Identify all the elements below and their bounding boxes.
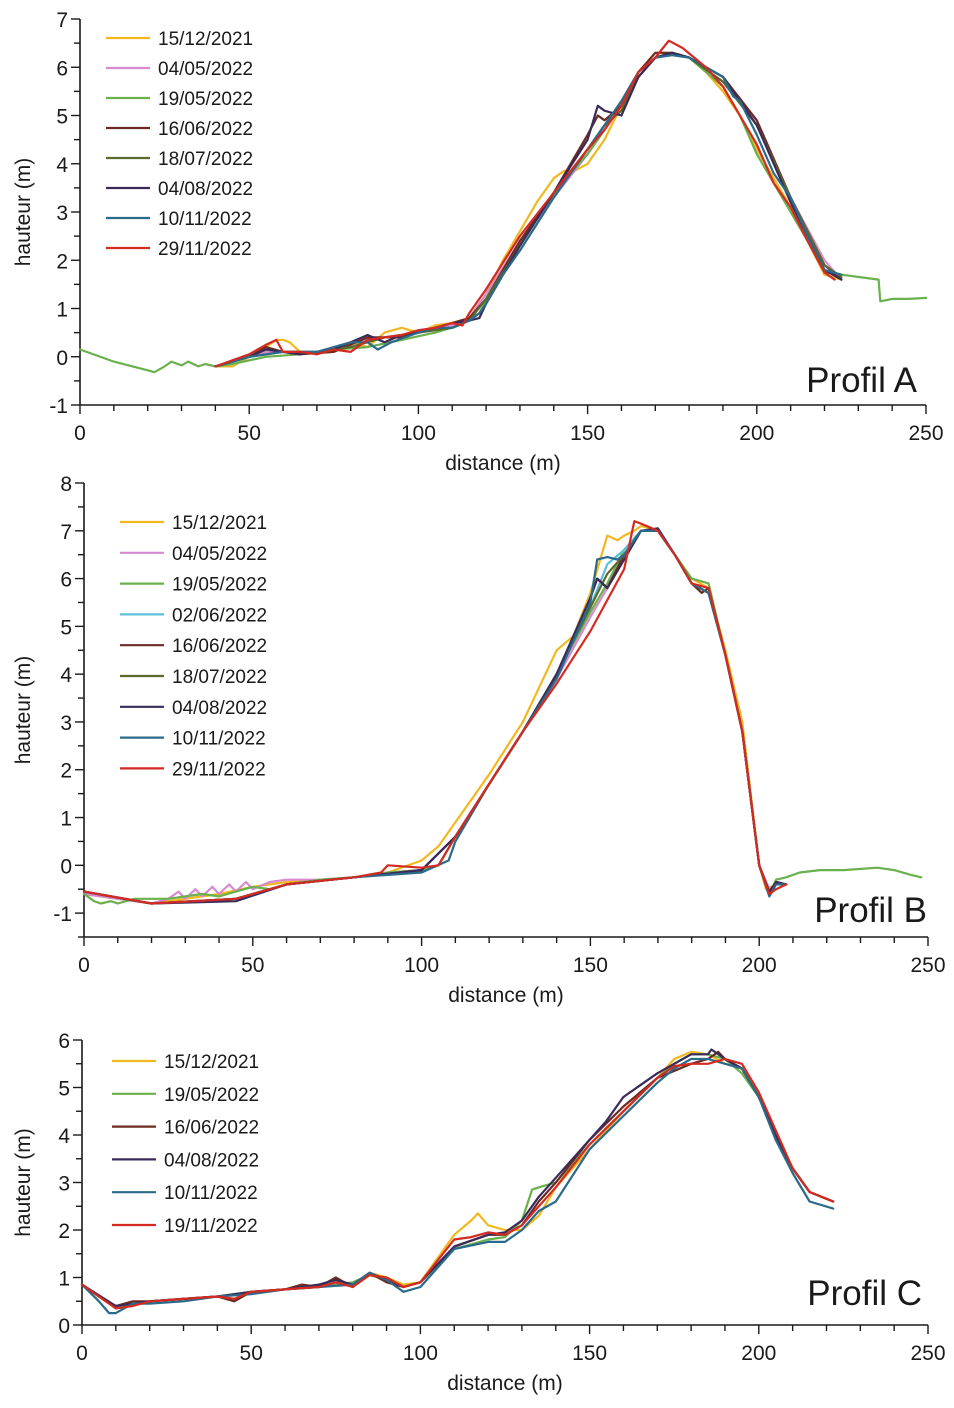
legend-label: 04/08/2022: [172, 698, 267, 719]
legend-label: 29/11/2022: [172, 759, 266, 780]
y-tick-label: 7: [56, 9, 68, 32]
series-line: [82, 520, 788, 905]
y-tick-label: -1: [53, 903, 72, 926]
y-tick-label: 0: [60, 855, 72, 878]
x-tick-label: 200: [742, 954, 777, 977]
y-tick-label: 2: [58, 1220, 70, 1243]
legend-label: 10/11/2022: [172, 729, 266, 750]
x-axis-title: distance (m): [445, 452, 561, 475]
series-line: [214, 39, 836, 368]
x-tick-label: 0: [74, 422, 86, 445]
y-tick-label: 0: [56, 347, 68, 370]
legend-label: 15/12/2021: [158, 29, 253, 50]
y-axis-title: hauteur (m): [12, 1128, 35, 1237]
chart-panel-1: 0 50 100 150 200 250 -1 0 1 2 3 4 5 6 7 distance (m) hau…: [12, 9, 944, 475]
profile-label: Profil A: [806, 361, 918, 400]
legend-label: 18/07/2022: [172, 667, 267, 688]
y-tick-label: 3: [60, 712, 72, 735]
x-axis-title: distance (m): [448, 984, 564, 1007]
y-tick-label: 8: [60, 473, 72, 496]
legend-label: 16/06/2022: [172, 636, 267, 657]
x-tick-label: 100: [401, 422, 436, 445]
y-tick-label: 1: [56, 299, 68, 322]
legend-label: 02/06/2022: [172, 605, 267, 626]
y-axis-title: hauteur (m): [12, 656, 35, 765]
x-tick-label: 200: [741, 1342, 776, 1365]
y-tick-label: 3: [56, 202, 68, 225]
series-line: [214, 51, 843, 368]
profile-label: Profil C: [807, 1274, 922, 1313]
x-tick-label: 100: [403, 1342, 438, 1365]
y-tick-label: 2: [60, 760, 72, 783]
legend-label: 15/12/2021: [164, 1052, 259, 1073]
legend-label: 04/08/2022: [164, 1150, 259, 1171]
legend-label: 15/12/2021: [172, 513, 267, 534]
x-axis-title: distance (m): [447, 1372, 563, 1395]
y-tick-label: 1: [60, 808, 72, 831]
legend-label: 19/05/2022: [164, 1085, 259, 1106]
y-tick-label: 5: [60, 616, 72, 639]
y-tick-label: 7: [60, 521, 72, 544]
y-tick-label: 4: [58, 1125, 70, 1148]
legend-label: 19/05/2022: [158, 89, 253, 110]
y-tick-label: 6: [56, 57, 68, 80]
x-tick-label: 250: [910, 954, 945, 977]
chart-panel-2: 0 50 100 150 200 250 -1 0 1 2 3 4 5 6 7 8 distance (m) ha…: [12, 473, 946, 1007]
legend-label: 16/06/2022: [164, 1118, 259, 1139]
legend-label: 16/06/2022: [158, 119, 253, 140]
series-line: [214, 54, 843, 368]
profile-label: Profil B: [814, 891, 927, 930]
legend-label: 19/05/2022: [172, 575, 267, 596]
x-tick-label: 150: [570, 422, 605, 445]
y-axis-title: hauteur (m): [12, 158, 35, 267]
x-tick-label: 250: [908, 422, 943, 445]
y-tick-label: 3: [58, 1173, 70, 1196]
y-tick-label: 5: [58, 1078, 70, 1101]
series-line: [80, 1057, 835, 1310]
series-line: [80, 1057, 835, 1315]
series-line: [214, 51, 843, 368]
y-tick-label: 2: [56, 250, 68, 273]
legend-label: 04/08/2022: [158, 179, 253, 200]
y-tick-label: 6: [58, 1030, 70, 1053]
y-tick-label: 1: [58, 1268, 70, 1291]
x-tick-label: 0: [78, 954, 90, 977]
legend-label: 29/11/2022: [158, 239, 252, 260]
y-tick-label: 5: [56, 106, 68, 129]
legend-label: 10/11/2022: [164, 1183, 258, 1204]
y-tick-label: 4: [60, 664, 72, 687]
legend-label: 19/11/2022: [164, 1216, 258, 1237]
y-tick-label: 4: [56, 154, 68, 177]
x-tick-label: 50: [241, 954, 264, 977]
x-tick-label: 250: [910, 1342, 945, 1365]
legend-label: 04/05/2022: [172, 544, 267, 565]
legend-label: 04/05/2022: [158, 59, 253, 80]
y-tick-label: 0: [58, 1315, 70, 1338]
x-tick-label: 200: [739, 422, 774, 445]
x-tick-label: 0: [76, 1342, 88, 1365]
y-tick-label: 6: [60, 569, 72, 592]
x-tick-label: 150: [572, 1342, 607, 1365]
x-tick-label: 50: [238, 422, 261, 445]
series-line: [214, 51, 843, 368]
series-line: [214, 51, 843, 368]
x-tick-label: 50: [240, 1342, 263, 1365]
chart-panel-3: 0 50 100 150 200 250 0 1 2 3 4 5 6 distance (m) hauteu…: [12, 1030, 946, 1395]
y-tick-label: -1: [49, 395, 68, 418]
legend-label: 10/11/2022: [158, 209, 252, 230]
x-tick-label: 100: [404, 954, 439, 977]
legend-label: 18/07/2022: [158, 149, 253, 170]
series-line: [214, 51, 843, 368]
x-tick-label: 150: [573, 954, 608, 977]
